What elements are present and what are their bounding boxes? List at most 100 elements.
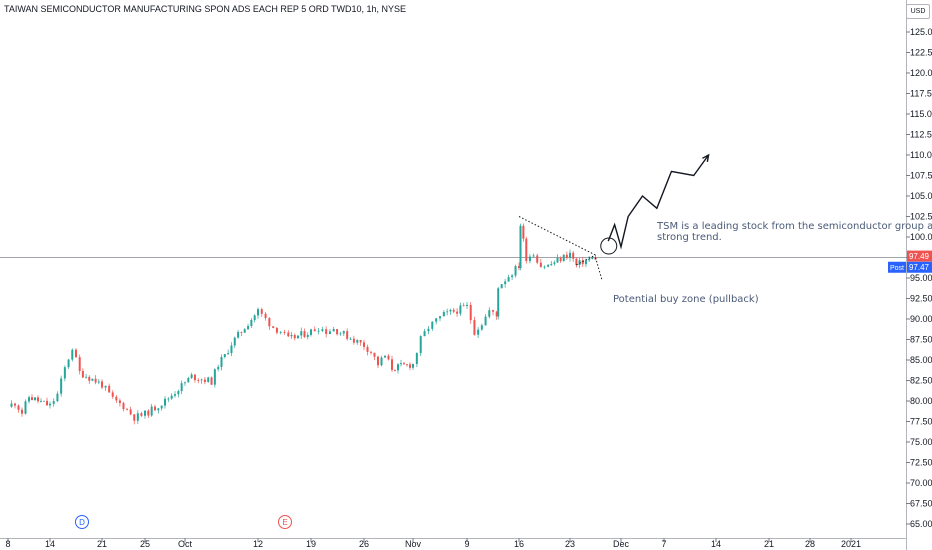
candle[interactable] [210, 376, 213, 386]
candle-body[interactable] [328, 331, 331, 335]
candle[interactable] [200, 378, 203, 384]
candle[interactable] [539, 259, 542, 268]
candlestick-series[interactable] [10, 223, 597, 425]
candle[interactable] [174, 391, 176, 398]
candle-body[interactable] [518, 266, 520, 269]
candle[interactable] [550, 260, 553, 267]
candle-body[interactable] [591, 257, 594, 259]
candle[interactable] [321, 326, 324, 333]
candle-body[interactable] [28, 397, 30, 402]
candle[interactable] [10, 400, 13, 408]
candle[interactable] [313, 326, 316, 332]
candle-body[interactable] [126, 409, 129, 410]
candle[interactable] [336, 328, 339, 336]
candle-body[interactable] [356, 339, 359, 343]
candle-body[interactable] [272, 326, 275, 328]
candle-body[interactable] [40, 400, 42, 402]
candle[interactable] [310, 328, 312, 337]
candle-body[interactable] [504, 281, 507, 285]
candle-body[interactable] [532, 255, 535, 257]
candle-body[interactable] [81, 370, 84, 378]
candle[interactable] [565, 251, 568, 260]
candle-body[interactable] [406, 364, 408, 366]
candle-body[interactable] [562, 254, 565, 262]
candle-body[interactable] [10, 403, 13, 407]
candle[interactable] [21, 407, 23, 417]
candle[interactable] [140, 411, 143, 417]
candle[interactable] [203, 377, 206, 385]
candle[interactable] [363, 339, 365, 351]
candle[interactable] [17, 404, 20, 413]
candle[interactable] [449, 308, 452, 315]
candle[interactable] [419, 335, 422, 357]
candle-body[interactable] [180, 383, 183, 392]
candle[interactable] [85, 373, 88, 379]
candle-body[interactable] [88, 376, 91, 381]
candle-body[interactable] [469, 304, 472, 321]
candle[interactable] [528, 254, 531, 264]
candle[interactable] [339, 331, 342, 336]
candle-body[interactable] [210, 377, 213, 385]
candle[interactable] [297, 335, 300, 339]
candle-body[interactable] [253, 315, 256, 320]
candle-body[interactable] [101, 381, 103, 388]
candle[interactable] [28, 395, 30, 404]
candle-body[interactable] [97, 381, 100, 383]
candle-body[interactable] [279, 332, 282, 333]
candle[interactable] [349, 337, 352, 340]
candle-body[interactable] [187, 378, 190, 383]
candle[interactable] [384, 355, 386, 358]
candle-body[interactable] [559, 257, 562, 262]
candle-body[interactable] [380, 357, 383, 366]
candle[interactable] [488, 307, 491, 319]
pullback-pointer[interactable] [595, 257, 603, 280]
candle[interactable] [391, 355, 393, 373]
candle[interactable] [306, 332, 309, 340]
pullback-circle[interactable] [600, 237, 618, 255]
candle-body[interactable] [480, 325, 483, 330]
candle-body[interactable] [403, 363, 405, 365]
candle-body[interactable] [449, 309, 452, 312]
candle[interactable] [88, 375, 91, 384]
candle[interactable] [377, 355, 379, 369]
candle[interactable] [497, 286, 500, 320]
candle-body[interactable] [462, 305, 465, 307]
candle-body[interactable] [511, 275, 514, 278]
candle[interactable] [406, 363, 408, 367]
candle-body[interactable] [435, 318, 438, 322]
candle-body[interactable] [203, 379, 206, 383]
candle[interactable] [397, 363, 399, 374]
candle-body[interactable] [52, 401, 55, 404]
candle-body[interactable] [154, 406, 156, 411]
candle[interactable] [94, 375, 97, 385]
candle-body[interactable] [363, 342, 365, 347]
candle-body[interactable] [31, 397, 33, 400]
candle-body[interactable] [409, 364, 411, 368]
candle-body[interactable] [17, 405, 20, 410]
candle[interactable] [283, 329, 286, 335]
candle[interactable] [427, 326, 430, 335]
candle[interactable] [104, 385, 107, 391]
candle[interactable] [380, 355, 383, 367]
candle[interactable] [37, 395, 39, 404]
candle-body[interactable] [63, 367, 66, 379]
time-axis[interactable]: 8 14 21 25 Oct 12 19 26 Nov 9 16 23 Dec 7 14 21 28 2021 [0, 538, 906, 549]
candle[interactable] [572, 250, 575, 262]
candle[interactable] [581, 257, 584, 268]
candle-body[interactable] [67, 359, 70, 368]
candle-body[interactable] [317, 330, 320, 332]
candle[interactable] [477, 327, 480, 338]
candle[interactable] [170, 393, 173, 400]
candle-body[interactable] [352, 338, 355, 343]
candle[interactable] [243, 328, 246, 333]
candle[interactable] [356, 339, 359, 345]
candle[interactable] [504, 278, 507, 288]
candle-body[interactable] [290, 334, 293, 337]
candle[interactable] [213, 368, 216, 388]
descending-trendline[interactable] [518, 216, 596, 256]
candle[interactable] [359, 339, 362, 346]
candle-body[interactable] [104, 385, 107, 388]
buy-zone-label[interactable]: Potential buy zone (pullback) [613, 294, 759, 305]
candle[interactable] [257, 307, 259, 319]
candle-body[interactable] [522, 225, 525, 239]
